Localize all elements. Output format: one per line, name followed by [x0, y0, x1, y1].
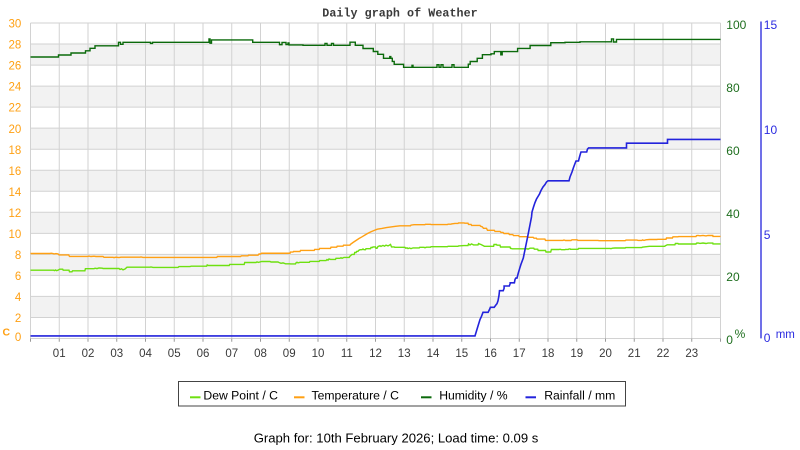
- svg-text:%: %: [735, 327, 746, 341]
- svg-text:6: 6: [15, 271, 21, 283]
- svg-text:Rainfall / mm: Rainfall / mm: [544, 388, 615, 402]
- svg-text:0: 0: [726, 333, 733, 347]
- svg-text:10: 10: [764, 123, 778, 137]
- svg-text:4: 4: [15, 292, 22, 304]
- svg-text:23: 23: [685, 348, 698, 360]
- svg-text:0: 0: [764, 331, 771, 345]
- svg-text:26: 26: [9, 61, 22, 73]
- svg-text:20: 20: [9, 124, 22, 136]
- svg-text:12: 12: [369, 348, 382, 360]
- svg-text:19: 19: [570, 348, 583, 360]
- svg-text:28: 28: [9, 40, 22, 52]
- svg-text:10: 10: [312, 348, 325, 360]
- svg-text:15: 15: [764, 18, 778, 32]
- svg-text:07: 07: [225, 348, 238, 360]
- svg-text:04: 04: [139, 348, 152, 360]
- svg-text:C: C: [3, 326, 11, 338]
- svg-text:Graph for: 10th February 2026;: Graph for: 10th February 2026; Load time…: [254, 430, 539, 445]
- svg-text:40: 40: [726, 207, 740, 221]
- svg-text:08: 08: [254, 348, 267, 360]
- svg-text:80: 80: [726, 81, 740, 95]
- svg-text:15: 15: [455, 348, 468, 360]
- svg-text:13: 13: [398, 348, 411, 360]
- svg-text:30: 30: [9, 19, 22, 31]
- svg-text:16: 16: [484, 348, 497, 360]
- svg-text:17: 17: [513, 348, 526, 360]
- svg-text:Daily graph of Weather: Daily graph of Weather: [322, 7, 477, 21]
- svg-text:09: 09: [283, 348, 296, 360]
- svg-text:03: 03: [110, 348, 123, 360]
- svg-text:06: 06: [197, 348, 210, 360]
- svg-text:Temperature / C: Temperature / C: [312, 388, 400, 402]
- svg-text:21: 21: [628, 348, 641, 360]
- svg-text:11: 11: [341, 348, 353, 360]
- svg-text:18: 18: [542, 348, 555, 360]
- svg-text:Humidity / %: Humidity / %: [439, 388, 508, 402]
- svg-text:16: 16: [9, 166, 22, 178]
- svg-text:02: 02: [82, 348, 95, 360]
- svg-text:01: 01: [53, 348, 66, 360]
- svg-text:60: 60: [726, 144, 740, 158]
- svg-text:20: 20: [726, 270, 740, 284]
- svg-text:0: 0: [15, 332, 21, 344]
- svg-text:mm: mm: [776, 329, 795, 341]
- svg-text:18: 18: [9, 145, 22, 157]
- svg-text:14: 14: [427, 348, 440, 360]
- svg-text:14: 14: [9, 187, 22, 199]
- svg-text:10: 10: [9, 229, 22, 241]
- svg-text:22: 22: [9, 103, 22, 115]
- svg-text:05: 05: [168, 348, 181, 360]
- svg-text:12: 12: [9, 208, 22, 220]
- svg-text:8: 8: [15, 250, 21, 262]
- svg-text:Dew Point / C: Dew Point / C: [203, 388, 278, 402]
- svg-text:24: 24: [9, 82, 22, 94]
- svg-text:20: 20: [599, 348, 612, 360]
- svg-text:5: 5: [764, 228, 771, 242]
- svg-text:2: 2: [15, 313, 21, 325]
- svg-text:22: 22: [657, 348, 670, 360]
- svg-text:100: 100: [726, 18, 746, 32]
